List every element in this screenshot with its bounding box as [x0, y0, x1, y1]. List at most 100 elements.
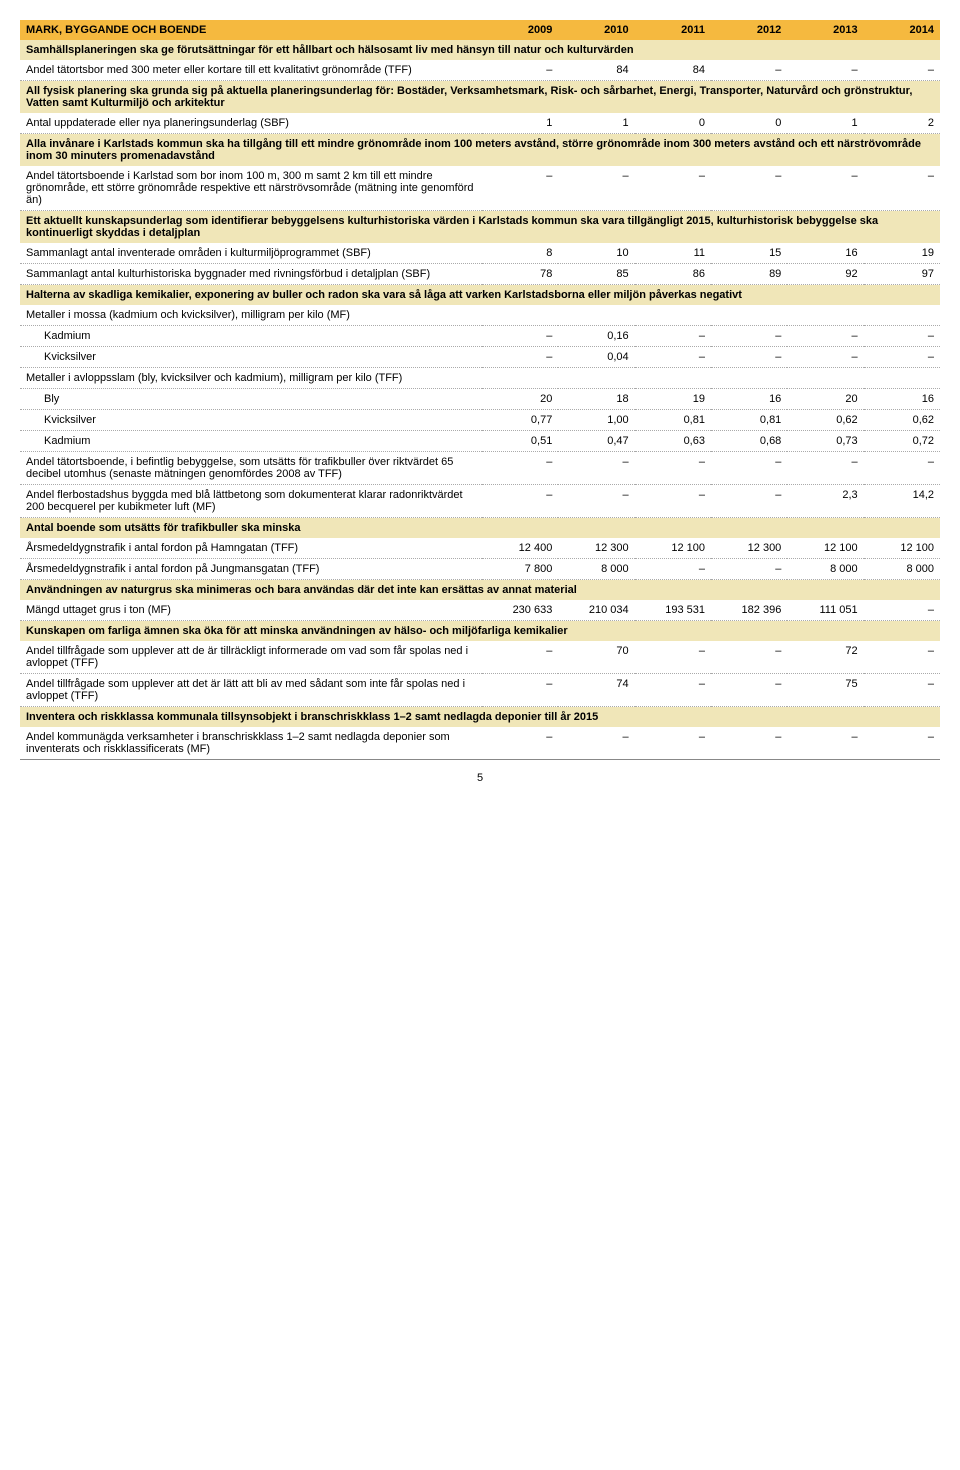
cell-value: – [711, 727, 787, 760]
cell-value: – [482, 674, 558, 707]
row-label: Metaller i avloppsslam (bly, kvicksilver… [20, 368, 482, 389]
row-label: Bly [20, 389, 482, 410]
measure-row: Andel tillfrågade som upplever att det ä… [20, 674, 940, 707]
cell-value: – [787, 347, 863, 368]
cell-value: 12 300 [711, 538, 787, 559]
measure-row: Andel tätortsbor med 300 meter eller kor… [20, 60, 940, 81]
row-label: Halterna av skadliga kemikalier, exponer… [20, 285, 940, 306]
cell-value [711, 305, 787, 326]
goal-row: Samhällsplaneringen ska ge förutsättning… [20, 40, 940, 60]
cell-value: – [711, 166, 787, 211]
page-number: 5 [20, 772, 940, 784]
cell-value: – [864, 326, 940, 347]
cell-value: 0,04 [558, 347, 634, 368]
goal-row: Alla invånare i Karlstads kommun ska ha … [20, 134, 940, 167]
table-header-row: MARK, BYGGANDE OCH BOENDE 2009 2010 2011… [20, 20, 940, 40]
cell-value: 0,63 [635, 431, 711, 452]
cell-value: 0,62 [864, 410, 940, 431]
cell-value: 72 [787, 641, 863, 674]
cell-value: 0,77 [482, 410, 558, 431]
cell-value: – [635, 347, 711, 368]
cell-value: – [635, 326, 711, 347]
measure-row: Antal uppdaterade eller nya planeringsun… [20, 113, 940, 134]
cell-value [482, 305, 558, 326]
cell-value [482, 368, 558, 389]
cell-value: 7 800 [482, 559, 558, 580]
cell-value: – [558, 166, 634, 211]
cell-value [635, 368, 711, 389]
goal-row: Halterna av skadliga kemikalier, exponer… [20, 285, 940, 306]
cell-value: 1 [482, 113, 558, 134]
cell-value: 0,62 [787, 410, 863, 431]
row-label: Kadmium [20, 431, 482, 452]
cell-value: – [711, 485, 787, 518]
measure-row: Andel kommunägda verksamheter i branschr… [20, 727, 940, 760]
cell-value: 1,00 [558, 410, 634, 431]
cell-value: 0,47 [558, 431, 634, 452]
measure-row: Kvicksilver0,771,000,810,810,620,62 [20, 410, 940, 431]
cell-value: – [635, 641, 711, 674]
header-year: 2014 [864, 20, 940, 40]
cell-value: – [711, 559, 787, 580]
cell-value: 1 [558, 113, 634, 134]
cell-value: – [711, 452, 787, 485]
cell-value: 19 [864, 243, 940, 264]
measure-row: Metaller i mossa (kadmium och kvicksilve… [20, 305, 940, 326]
cell-value: 0,73 [787, 431, 863, 452]
cell-value: 1 [787, 113, 863, 134]
cell-value: 11 [635, 243, 711, 264]
row-label: Metaller i mossa (kadmium och kvicksilve… [20, 305, 482, 326]
cell-value: – [864, 166, 940, 211]
row-label: Alla invånare i Karlstads kommun ska ha … [20, 134, 940, 167]
goal-row: All fysisk planering ska grunda sig på a… [20, 81, 940, 114]
cell-value: 12 400 [482, 538, 558, 559]
cell-value: 12 300 [558, 538, 634, 559]
cell-value: – [864, 347, 940, 368]
cell-value [711, 368, 787, 389]
cell-value [864, 305, 940, 326]
cell-value: – [635, 452, 711, 485]
row-label: Kunskapen om farliga ämnen ska öka för a… [20, 621, 940, 642]
cell-value: 15 [711, 243, 787, 264]
cell-value: – [864, 600, 940, 621]
cell-value: – [711, 641, 787, 674]
cell-value: – [864, 641, 940, 674]
cell-value: – [635, 727, 711, 760]
cell-value: 84 [635, 60, 711, 81]
row-label: Årsmedeldygnstrafik i antal fordon på Ha… [20, 538, 482, 559]
cell-value: 12 100 [787, 538, 863, 559]
cell-value: – [482, 641, 558, 674]
cell-value: 20 [787, 389, 863, 410]
cell-value: – [864, 674, 940, 707]
data-table: MARK, BYGGANDE OCH BOENDE 2009 2010 2011… [20, 20, 940, 760]
measure-row: Sammanlagt antal kulturhistoriska byggna… [20, 264, 940, 285]
cell-value: 16 [864, 389, 940, 410]
row-label: All fysisk planering ska grunda sig på a… [20, 81, 940, 114]
goal-row: Ett aktuellt kunskapsunderlag som identi… [20, 211, 940, 244]
cell-value [635, 305, 711, 326]
cell-value: – [482, 326, 558, 347]
measure-row: Kadmium0,510,470,630,680,730,72 [20, 431, 940, 452]
measure-row: Metaller i avloppsslam (bly, kvicksilver… [20, 368, 940, 389]
cell-value: 75 [787, 674, 863, 707]
cell-value: – [787, 326, 863, 347]
cell-value: 85 [558, 264, 634, 285]
cell-value: – [482, 452, 558, 485]
row-label: Användningen av naturgrus ska minimeras … [20, 580, 940, 601]
cell-value: – [864, 60, 940, 81]
header-title: MARK, BYGGANDE OCH BOENDE [20, 20, 482, 40]
row-label: Kadmium [20, 326, 482, 347]
header-year: 2009 [482, 20, 558, 40]
goal-row: Kunskapen om farliga ämnen ska öka för a… [20, 621, 940, 642]
cell-value: 193 531 [635, 600, 711, 621]
cell-value: – [711, 674, 787, 707]
row-label: Kvicksilver [20, 410, 482, 431]
cell-value: 14,2 [864, 485, 940, 518]
measure-row: Bly201819162016 [20, 389, 940, 410]
row-label: Andel tillfrågade som upplever att det ä… [20, 674, 482, 707]
goal-row: Inventera och riskklassa kommunala tills… [20, 707, 940, 728]
measure-row: Andel tätortsboende i Karlstad som bor i… [20, 166, 940, 211]
cell-value: – [482, 166, 558, 211]
header-year: 2011 [635, 20, 711, 40]
row-label: Andel tätortsboende, i befintlig bebygge… [20, 452, 482, 485]
